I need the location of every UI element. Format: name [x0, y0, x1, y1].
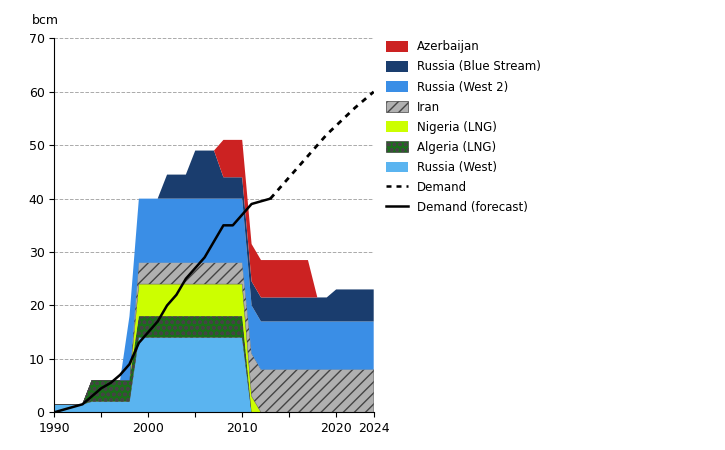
Text: bcm: bcm — [32, 14, 59, 27]
Legend: Azerbaijan, Russia (Blue Stream), Russia (West 2), Iran, Nigeria (LNG), Algeria : Azerbaijan, Russia (Blue Stream), Russia… — [383, 37, 544, 217]
